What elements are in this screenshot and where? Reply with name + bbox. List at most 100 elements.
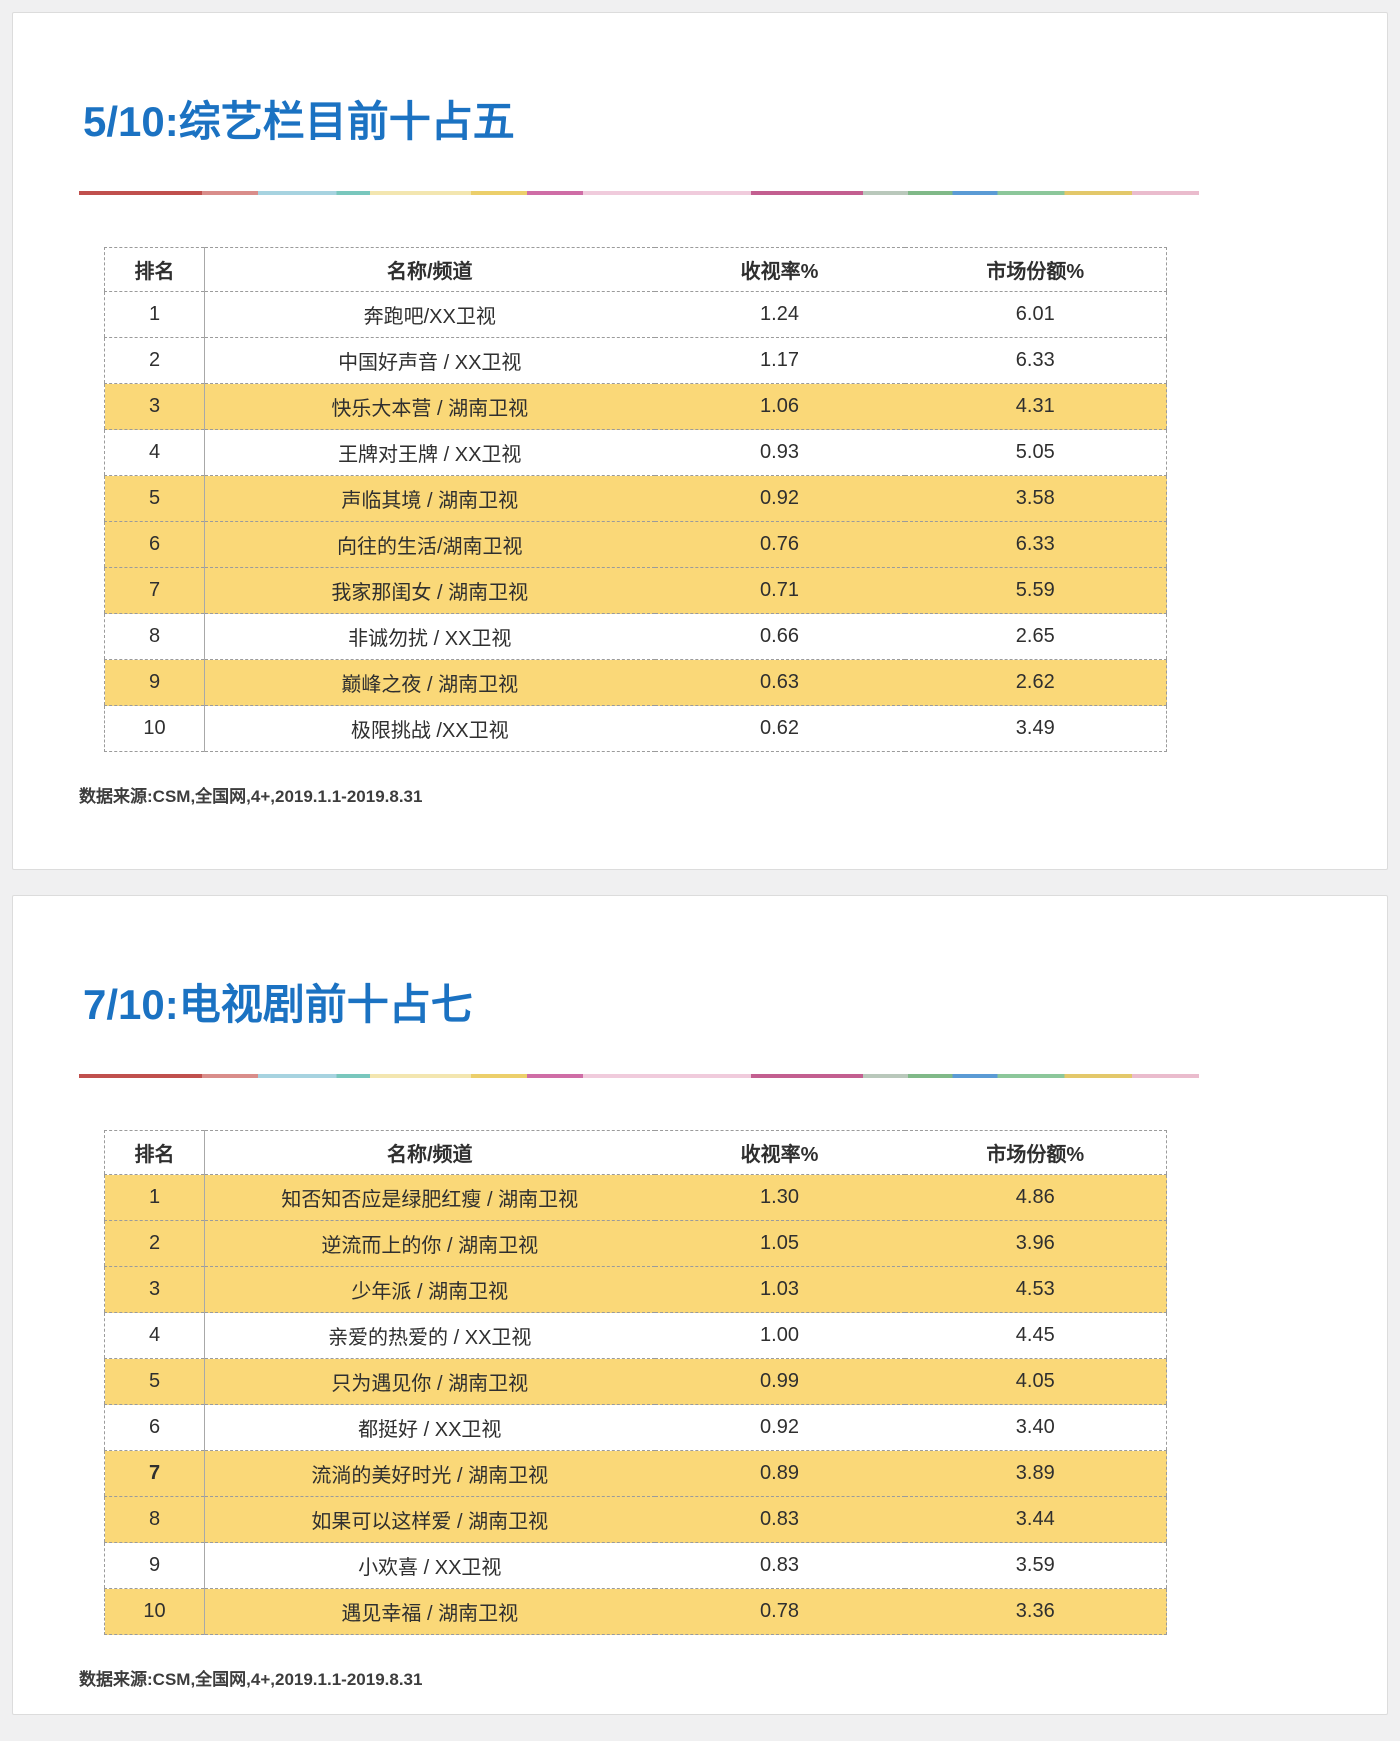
table-row: 1 知否知否应是绿肥红瘦 / 湖南卫视 1.30 4.86 <box>104 1174 1167 1221</box>
cell-name-channel: 王牌对王牌 / XX卫视 <box>204 429 655 476</box>
table-row: 3 少年派 / 湖南卫视 1.03 4.53 <box>104 1266 1167 1313</box>
cell-name-channel: 奔跑吧/XX卫视 <box>204 291 655 338</box>
cell-share: 6.01 <box>904 291 1167 338</box>
cell-name-channel: 流淌的美好时光 / 湖南卫视 <box>204 1450 655 1497</box>
cell-name-channel: 逆流而上的你 / 湖南卫视 <box>204 1220 655 1267</box>
table-header-row: 排名 名称/频道 收视率% 市场份额% <box>104 247 1167 293</box>
data-source-note: 数据来源:CSM,全国网,4+,2019.1.1-2019.8.31 <box>79 1670 423 1690</box>
cell-share: 3.36 <box>904 1588 1167 1635</box>
cell-rating: 1.30 <box>654 1174 905 1221</box>
cell-rating: 0.63 <box>654 659 905 706</box>
table-row: 8 非诚勿扰 / XX卫视 0.66 2.65 <box>104 613 1167 660</box>
cell-rating: 0.76 <box>654 521 905 568</box>
cell-share: 4.05 <box>904 1358 1167 1405</box>
header-rank: 排名 <box>104 1130 205 1176</box>
drama-ranking-table: 排名 名称/频道 收视率% 市场份额% 1 知否知否应是绿肥红瘦 / 湖南卫视 1.… <box>104 1130 1167 1636</box>
cell-share: 5.59 <box>904 567 1167 614</box>
cell-share: 3.96 <box>904 1220 1167 1267</box>
cell-name-channel: 我家那闺女 / 湖南卫视 <box>204 567 655 614</box>
table-row: 10 遇见幸福 / 湖南卫视 0.78 3.36 <box>104 1588 1167 1635</box>
cell-name-channel: 如果可以这样爱 / 湖南卫视 <box>204 1496 655 1543</box>
cell-rank: 9 <box>104 1542 205 1589</box>
cell-rank: 7 <box>104 567 205 614</box>
cell-rating: 1.17 <box>654 337 905 384</box>
cell-rating: 1.24 <box>654 291 905 338</box>
cell-rank: 2 <box>104 1220 205 1267</box>
cell-rank: 1 <box>104 291 205 338</box>
cell-share: 3.58 <box>904 475 1167 522</box>
table-row: 9 小欢喜 / XX卫视 0.83 3.59 <box>104 1542 1167 1589</box>
cell-name-channel: 小欢喜 / XX卫视 <box>204 1542 655 1589</box>
table-header-row: 排名 名称/频道 收视率% 市场份额% <box>104 1130 1167 1176</box>
cell-rank: 2 <box>104 337 205 384</box>
cell-name-channel: 巅峰之夜 / 湖南卫视 <box>204 659 655 706</box>
cell-rank: 6 <box>104 521 205 568</box>
rainbow-divider <box>79 191 1199 196</box>
cell-rank: 9 <box>104 659 205 706</box>
header-name-channel: 名称/频道 <box>204 247 655 293</box>
cell-rating: 0.89 <box>654 1450 905 1497</box>
table-row: 5 只为遇见你 / 湖南卫视 0.99 4.05 <box>104 1358 1167 1405</box>
table-row: 4 王牌对王牌 / XX卫视 0.93 5.05 <box>104 429 1167 476</box>
cell-name-channel: 极限挑战 /XX卫视 <box>204 705 655 752</box>
cell-rating: 0.92 <box>654 1404 905 1451</box>
cell-share: 2.65 <box>904 613 1167 660</box>
cell-rating: 0.99 <box>654 1358 905 1405</box>
cell-rank: 5 <box>104 1358 205 1405</box>
header-rating: 收视率% <box>654 247 905 293</box>
slide-title: 5/10:综艺栏目前十占五 <box>83 98 515 145</box>
cell-share: 3.49 <box>904 705 1167 752</box>
cell-rank: 8 <box>104 1496 205 1543</box>
table-row: 2 逆流而上的你 / 湖南卫视 1.05 3.96 <box>104 1220 1167 1267</box>
cell-name-channel: 都挺好 / XX卫视 <box>204 1404 655 1451</box>
cell-name-channel: 少年派 / 湖南卫视 <box>204 1266 655 1313</box>
table-row: 2 中国好声音 / XX卫视 1.17 6.33 <box>104 337 1167 384</box>
cell-rating: 0.62 <box>654 705 905 752</box>
cell-rating: 0.71 <box>654 567 905 614</box>
table-row: 6 都挺好 / XX卫视 0.92 3.40 <box>104 1404 1167 1451</box>
cell-rank: 10 <box>104 705 205 752</box>
cell-rating: 1.03 <box>654 1266 905 1313</box>
cell-rank: 4 <box>104 429 205 476</box>
cell-rating: 1.05 <box>654 1220 905 1267</box>
cell-share: 4.45 <box>904 1312 1167 1359</box>
table-row: 8 如果可以这样爱 / 湖南卫视 0.83 3.44 <box>104 1496 1167 1543</box>
header-share: 市场份额% <box>904 247 1167 293</box>
cell-rating: 0.83 <box>654 1542 905 1589</box>
cell-rank: 3 <box>104 1266 205 1313</box>
cell-share: 4.86 <box>904 1174 1167 1221</box>
slide-card-drama: 7/10:电视剧前十占七 排名 名称/频道 收视率% 市场份额% 1 知否知否应是… <box>12 895 1388 1715</box>
table-row: 3 快乐大本营 / 湖南卫视 1.06 4.31 <box>104 383 1167 430</box>
rainbow-divider <box>79 1074 1199 1079</box>
header-name-channel: 名称/频道 <box>204 1130 655 1176</box>
slide-title: 7/10:电视剧前十占七 <box>83 981 473 1028</box>
cell-rating: 0.92 <box>654 475 905 522</box>
cell-share: 4.53 <box>904 1266 1167 1313</box>
cell-share: 4.31 <box>904 383 1167 430</box>
cell-rank: 4 <box>104 1312 205 1359</box>
cell-share: 3.44 <box>904 1496 1167 1543</box>
header-share: 市场份额% <box>904 1130 1167 1176</box>
cell-share: 3.40 <box>904 1404 1167 1451</box>
cell-name-channel: 中国好声音 / XX卫视 <box>204 337 655 384</box>
cell-share: 3.59 <box>904 1542 1167 1589</box>
cell-share: 6.33 <box>904 337 1167 384</box>
table-row: 9 巅峰之夜 / 湖南卫视 0.63 2.62 <box>104 659 1167 706</box>
cell-rank: 6 <box>104 1404 205 1451</box>
header-rank: 排名 <box>104 247 205 293</box>
table-row: 6 向往的生活/湖南卫视 0.76 6.33 <box>104 521 1167 568</box>
table-row: 5 声临其境 / 湖南卫视 0.92 3.58 <box>104 475 1167 522</box>
cell-name-channel: 快乐大本营 / 湖南卫视 <box>204 383 655 430</box>
table-row: 4 亲爱的热爱的 / XX卫视 1.00 4.45 <box>104 1312 1167 1359</box>
variety-ranking-table: 排名 名称/频道 收视率% 市场份额% 1 奔跑吧/XX卫视 1.24 6.01 2 中国… <box>104 247 1167 753</box>
cell-share: 6.33 <box>904 521 1167 568</box>
cell-share: 2.62 <box>904 659 1167 706</box>
cell-share: 5.05 <box>904 429 1167 476</box>
cell-rank: 3 <box>104 383 205 430</box>
table-row: 1 奔跑吧/XX卫视 1.24 6.01 <box>104 291 1167 338</box>
cell-rating: 0.83 <box>654 1496 905 1543</box>
cell-rating: 0.66 <box>654 613 905 660</box>
cell-rank: 8 <box>104 613 205 660</box>
cell-name-channel: 知否知否应是绿肥红瘦 / 湖南卫视 <box>204 1174 655 1221</box>
data-source-note: 数据来源:CSM,全国网,4+,2019.1.1-2019.8.31 <box>79 787 423 807</box>
